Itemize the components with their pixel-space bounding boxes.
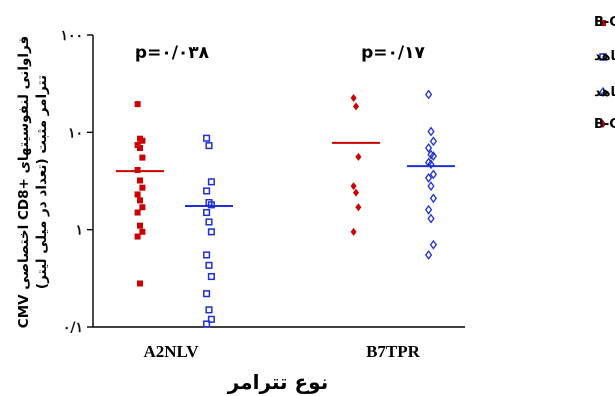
data-point-a2nlv-control: [205, 261, 213, 269]
data-point-b7tpr-control: [424, 250, 433, 260]
y-tick-label: ۱۰۰: [60, 28, 83, 44]
data-point-a2nlv-patient: [139, 184, 146, 191]
data-point-a2nlv-patient: [137, 197, 143, 204]
data-point-a2nlv-control: [205, 218, 213, 226]
data-point-a2nlv-control: [207, 272, 215, 281]
data-marks: [134, 89, 438, 328]
legend-label: گروه شاهد: [594, 48, 615, 64]
data-point-b7tpr-patient: [350, 182, 357, 191]
data-point-b7tpr-control: [424, 173, 433, 183]
data-point-b7tpr-control: [429, 136, 438, 147]
data-point-b7tpr-patient: [353, 188, 359, 197]
svg-text:تترامر مثبت (تعداد در میلی لی: تترامر مثبت (تعداد در میلی لیتر): [34, 75, 50, 289]
data-point-a2nlv-control: [207, 178, 215, 186]
data-point-a2nlv-control: [203, 134, 211, 142]
legend-item-patient-diamond: بیماران B-CLL: [594, 117, 615, 132]
legend-marker-diamond-open: [599, 86, 607, 98]
legend-label: بیماران B-CLL: [594, 15, 615, 30]
data-point-b7tpr-patient: [355, 203, 362, 212]
p-value-b7tpr: p=۰/۱۷: [361, 43, 425, 63]
legend-label: گروه شاهد: [594, 84, 615, 100]
legend-item-patient-square: بیماران B-CLL: [594, 15, 615, 30]
legend-marker-diamond-filled: [600, 120, 606, 128]
data-point-a2nlv-control: [203, 208, 211, 217]
data-point-b7tpr-control: [424, 89, 433, 100]
data-point-a2nlv-control: [203, 251, 211, 259]
legend-label: بیماران B-CLL: [594, 117, 615, 132]
data-point-b7tpr-control: [427, 181, 435, 192]
data-point-b7tpr-control: [427, 126, 435, 137]
x-axis-title: نوع تترامر: [227, 370, 328, 394]
data-point-a2nlv-patient: [137, 280, 143, 287]
data-point-b7tpr-control: [427, 159, 435, 170]
data-point-a2nlv-patient: [139, 204, 146, 211]
svg-text:فراوانی لنفوسیتهای +CD8 اختصاص: فراوانی لنفوسیتهای +CD8 اختصاصی CMV: [16, 36, 32, 328]
data-point-a2nlv-control: [203, 320, 211, 328]
y-tick-label: ۰/۱: [63, 320, 83, 336]
y-axis-title: فراوانی لنفوسیتهای +CD8 اختصاصی CMV تترا…: [16, 36, 50, 328]
x-category-a2nlv: A2NLV: [143, 342, 199, 361]
data-point-b7tpr-control: [424, 143, 433, 153]
data-point-a2nlv-patient: [139, 137, 146, 144]
data-point-a2nlv-control: [205, 306, 213, 314]
x-category-b7tpr: B7TPR: [366, 342, 421, 361]
data-point-a2nlv-patient: [134, 233, 141, 240]
data-point-b7tpr-patient: [355, 152, 362, 161]
data-point-a2nlv-patient: [134, 191, 141, 198]
data-point-a2nlv-control: [205, 142, 213, 150]
data-point-a2nlv-control: [207, 201, 215, 209]
y-ticks: ۱۰۰ ۱۰ ۱ ۰/۱: [60, 28, 93, 336]
data-point-b7tpr-control: [429, 239, 438, 250]
data-point-a2nlv-patient: [139, 154, 146, 161]
legend-item-control-diamond: گروه شاهد: [594, 84, 615, 100]
data-point-a2nlv-patient: [134, 101, 141, 108]
plot-area: ۱۰۰ ۱۰ ۱ ۰/۱: [60, 28, 465, 336]
legend-item-control-square: گروه شاهد: [594, 48, 615, 64]
data-point-b7tpr-control: [429, 193, 438, 204]
data-point-b7tpr-patient: [350, 94, 357, 103]
data-point-a2nlv-control: [207, 228, 215, 236]
data-point-a2nlv-patient: [134, 209, 141, 216]
data-point-b7tpr-patient: [353, 102, 359, 111]
y-tick-label: ۱۰: [68, 125, 83, 141]
data-point-b7tpr-patient: [350, 227, 357, 236]
p-value-a2nlv: p=۰/۰۳۸: [135, 43, 210, 63]
data-point-a2nlv-control: [203, 187, 211, 195]
data-point-a2nlv-patient: [139, 228, 146, 235]
data-point-b7tpr-control: [429, 151, 438, 161]
data-point-a2nlv-patient: [137, 145, 143, 152]
data-point-b7tpr-control: [427, 213, 435, 224]
data-point-a2nlv-patient: [137, 222, 143, 229]
legend-marker-square-filled: [600, 20, 606, 26]
data-point-a2nlv-patient: [137, 177, 143, 184]
y-tick-label: ۱: [75, 223, 83, 239]
data-point-b7tpr-control: [429, 169, 438, 180]
legend-marker-square-open: [599, 53, 607, 61]
data-point-b7tpr-control: [424, 204, 433, 215]
data-point-a2nlv-control: [207, 315, 215, 323]
median-lines: [116, 141, 455, 208]
legend: بیماران B-CLL گروه شاهد گروه شاهد بیمارا…: [594, 15, 615, 132]
data-point-a2nlv-control: [203, 290, 211, 298]
data-point-a2nlv-patient: [134, 167, 141, 174]
